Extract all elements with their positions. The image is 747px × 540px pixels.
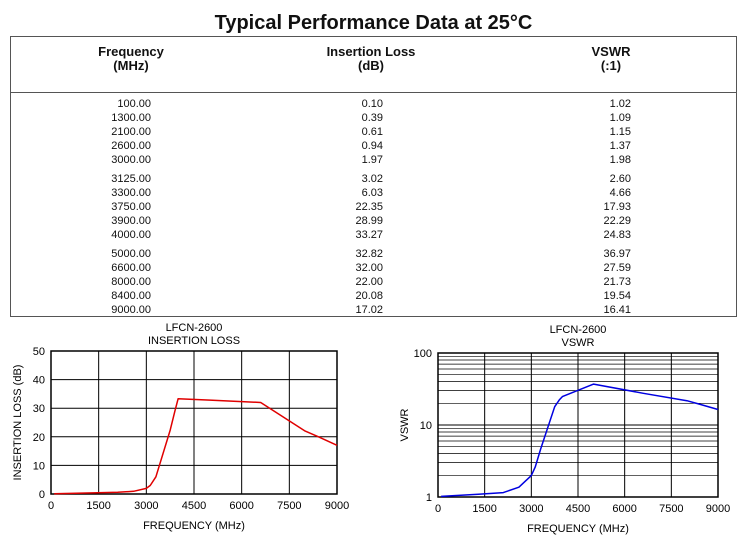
frequency-cell: 100.00 bbox=[117, 98, 151, 110]
insertion-loss-cell: 0.39 bbox=[361, 112, 383, 124]
frequency-cell: 3125.00 bbox=[111, 173, 151, 185]
header-vswr: VSWR (:1) bbox=[591, 44, 631, 73]
x-tick-label: 0 bbox=[48, 500, 54, 512]
y-tick-label: 40 bbox=[33, 375, 45, 387]
header-insertion-loss: Insertion Loss (dB) bbox=[326, 44, 416, 73]
x-tick-label: 1500 bbox=[86, 500, 110, 512]
y-axis-label: INSERTION LOSS (dB) bbox=[12, 365, 24, 481]
plot-frame bbox=[50, 350, 338, 495]
frequency-cell: 3000.00 bbox=[111, 154, 151, 166]
frequency-cell: 1300.00 bbox=[111, 112, 151, 124]
x-axis-label: FREQUENCY (MHz) bbox=[143, 520, 245, 532]
x-axis-label: FREQUENCY (MHz) bbox=[527, 523, 629, 535]
insertion-loss-cell: 17.02 bbox=[355, 304, 383, 316]
y-tick-label: 10 bbox=[420, 420, 432, 432]
y-tick-label: 50 bbox=[33, 346, 45, 358]
y-tick-label: 10 bbox=[33, 460, 45, 472]
insertion-loss-cell: 22.00 bbox=[355, 276, 383, 288]
series-line bbox=[54, 398, 338, 495]
frequency-cell: 2100.00 bbox=[111, 126, 151, 138]
x-tick-label: 3000 bbox=[519, 503, 543, 515]
x-tick-label: 7500 bbox=[659, 503, 683, 515]
insertion-loss-cell: 6.03 bbox=[361, 187, 383, 199]
frequency-cell: 6600.00 bbox=[111, 262, 151, 274]
vswr-cell: 1.09 bbox=[609, 112, 631, 124]
y-tick-label: 30 bbox=[33, 403, 45, 415]
y-axis-label: VSWR bbox=[399, 408, 411, 441]
vswr-cell: 19.54 bbox=[603, 290, 631, 302]
insertion-loss-cell: 32.82 bbox=[355, 248, 383, 260]
vswr-cell: 1.15 bbox=[609, 126, 631, 138]
x-tick-label: 4500 bbox=[566, 503, 590, 515]
performance-table: Frequency (MHz) Insertion Loss (dB) VSWR (:… bbox=[10, 36, 737, 317]
frequency-cell: 5000.00 bbox=[111, 248, 151, 260]
x-tick-label: 6000 bbox=[229, 500, 253, 512]
plot-frame bbox=[437, 352, 719, 498]
chart-subtitle: INSERTION LOSS bbox=[148, 335, 240, 347]
frequency-cell: 8400.00 bbox=[111, 290, 151, 302]
vswr-cell: 4.66 bbox=[609, 187, 631, 199]
vswr-cell: 24.83 bbox=[603, 229, 631, 241]
frequency-cell: 3750.00 bbox=[111, 201, 151, 213]
x-tick-label: 4500 bbox=[182, 500, 206, 512]
insertion-loss-cell: 20.08 bbox=[355, 290, 383, 302]
header-divider bbox=[11, 92, 736, 93]
chart-title: LFCN-2600 bbox=[166, 322, 223, 334]
x-tick-label: 0 bbox=[435, 503, 441, 515]
vswr-cell: 1.37 bbox=[609, 140, 631, 152]
frequency-cell: 2600.00 bbox=[111, 140, 151, 152]
page-title: Typical Performance Data at 25°C bbox=[214, 12, 533, 34]
vswr-cell: 16.41 bbox=[603, 304, 631, 316]
vswr-cell: 2.60 bbox=[609, 173, 631, 185]
vswr-cell: 36.97 bbox=[603, 248, 631, 260]
x-tick-label: 3000 bbox=[134, 500, 158, 512]
y-tick-label: 1 bbox=[426, 492, 432, 504]
series-line bbox=[441, 383, 719, 498]
insertion-loss-cell: 0.10 bbox=[361, 98, 383, 110]
x-tick-label: 9000 bbox=[325, 500, 349, 512]
vswr-cell: 1.02 bbox=[609, 98, 631, 110]
frequency-cell: 8000.00 bbox=[111, 276, 151, 288]
x-tick-label: 7500 bbox=[277, 500, 301, 512]
chart-subtitle: VSWR bbox=[562, 337, 595, 349]
vswr-cell: 21.73 bbox=[603, 276, 631, 288]
insertion-loss-cell: 32.00 bbox=[355, 262, 383, 274]
vswr-cell: 22.29 bbox=[603, 215, 631, 227]
insertion-loss-cell: 0.61 bbox=[361, 126, 383, 138]
header-frequency: Frequency (MHz) bbox=[98, 44, 164, 73]
x-tick-label: 1500 bbox=[472, 503, 496, 515]
frequency-cell: 4000.00 bbox=[111, 229, 151, 241]
y-tick-label: 0 bbox=[39, 489, 45, 501]
y-tick-label: 100 bbox=[414, 348, 432, 360]
insertion-loss-cell: 0.94 bbox=[361, 140, 383, 152]
insertion-loss-cell: 22.35 bbox=[355, 201, 383, 213]
insertion-loss-cell: 1.97 bbox=[361, 154, 383, 166]
chart-title: LFCN-2600 bbox=[550, 324, 607, 336]
frequency-cell: 9000.00 bbox=[111, 304, 151, 316]
frequency-cell: 3900.00 bbox=[111, 215, 151, 227]
x-tick-label: 9000 bbox=[706, 503, 730, 515]
vswr-cell: 17.93 bbox=[603, 201, 631, 213]
frequency-cell: 3300.00 bbox=[111, 187, 151, 199]
y-tick-label: 20 bbox=[33, 432, 45, 444]
x-tick-label: 6000 bbox=[612, 503, 636, 515]
insertion-loss-cell: 33.27 bbox=[355, 229, 383, 241]
insertion-loss-cell: 28.99 bbox=[355, 215, 383, 227]
vswr-cell: 27.59 bbox=[603, 262, 631, 274]
vswr-cell: 1.98 bbox=[609, 154, 631, 166]
insertion-loss-cell: 3.02 bbox=[361, 173, 383, 185]
